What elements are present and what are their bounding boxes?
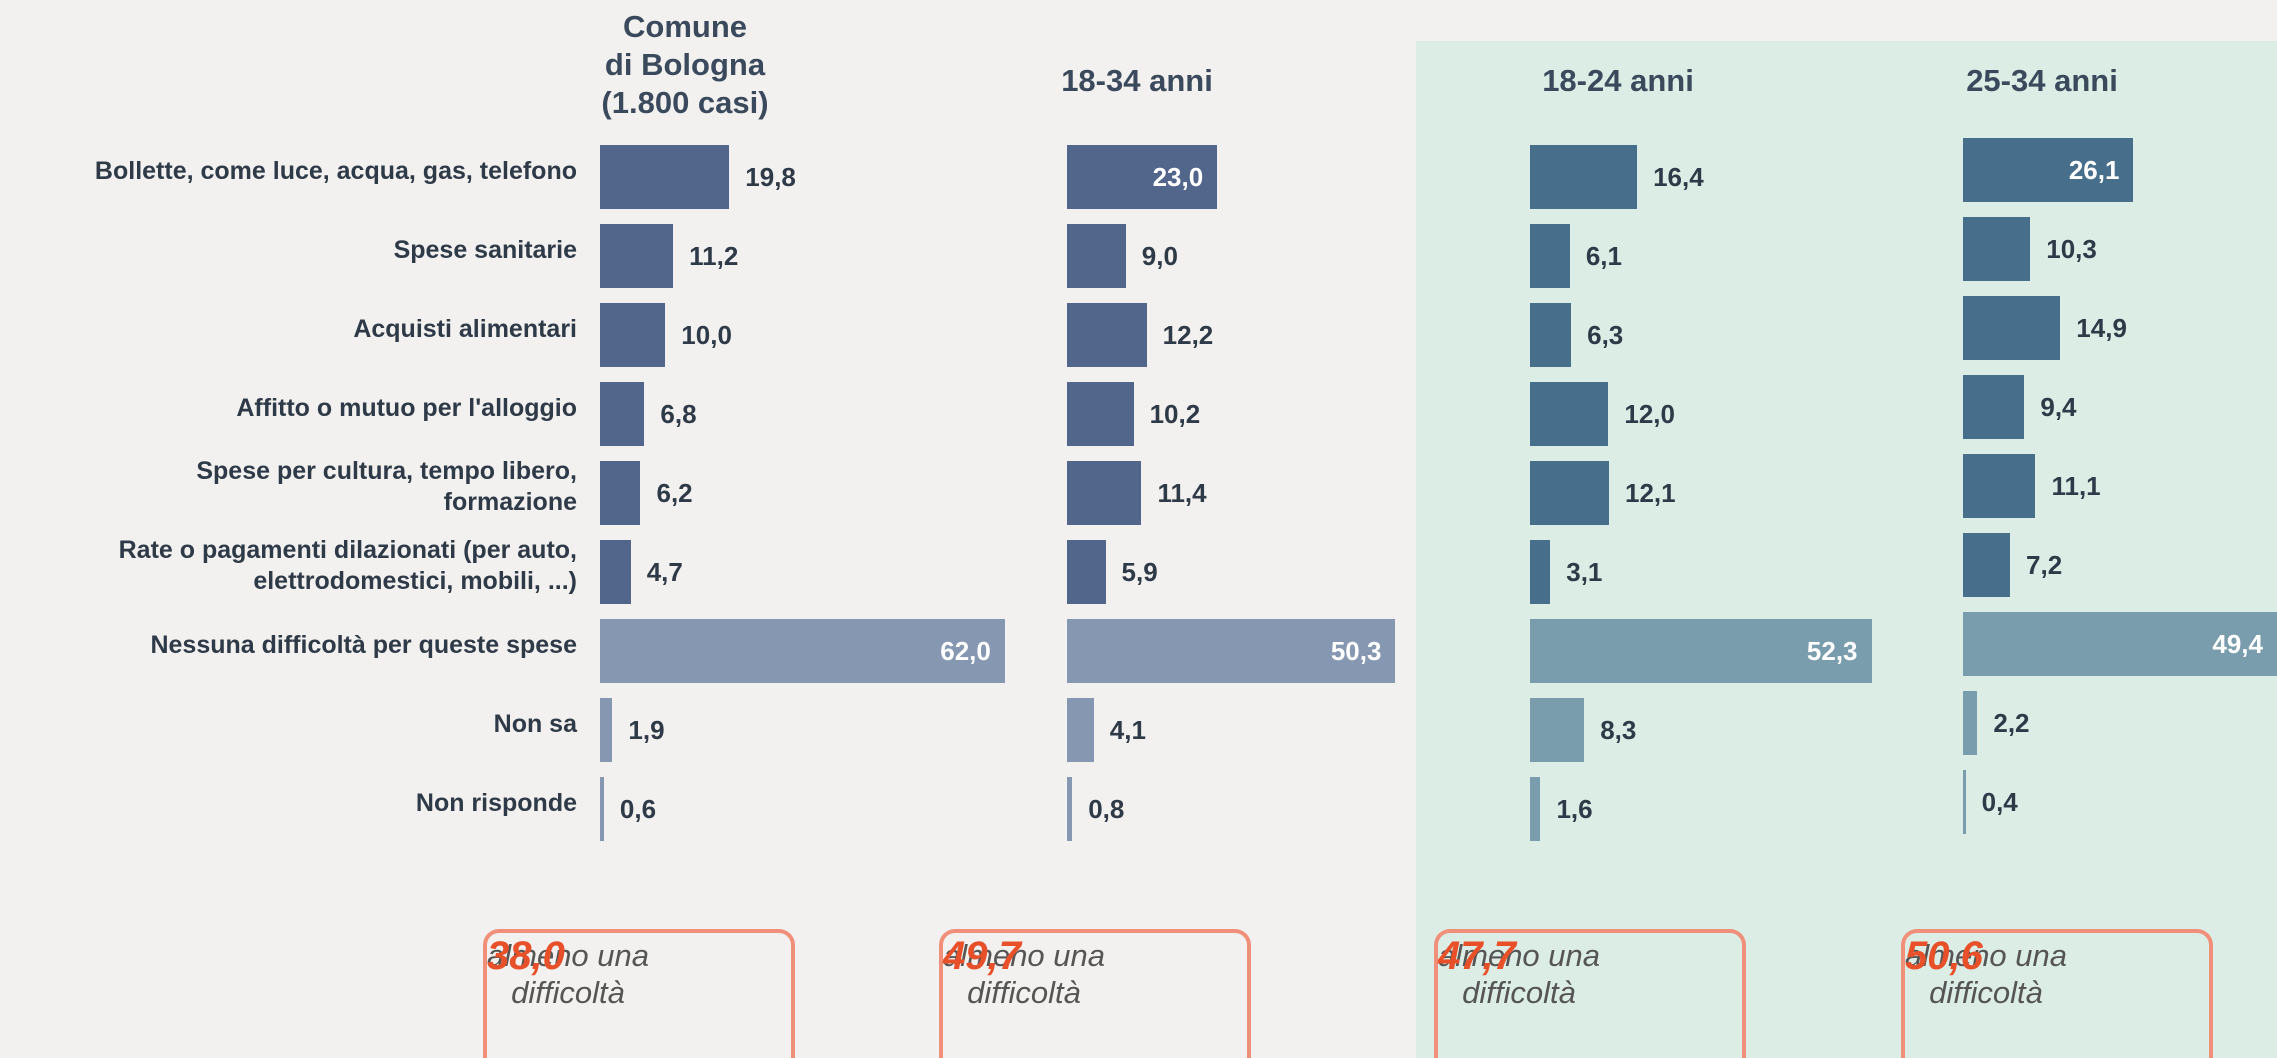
bar [1963,770,1966,834]
value-label: 16,4 [1653,162,1704,192]
bar [1530,698,1585,762]
summary-text: almeno una difficoltà [1905,938,2068,1010]
bar [1067,777,1073,841]
value-label: 19,8 [745,162,796,192]
bar [600,382,645,446]
category-label: Spese per cultura, tempo libero, formazi… [196,457,577,516]
summary-text: almeno una difficoltà [943,938,1106,1010]
category-label: Nessuna difficoltà per queste spese [150,630,577,659]
bar [1067,698,1094,762]
value-label: 11,1 [2051,471,2101,501]
panel-title: 25-34 anni [1966,63,2118,98]
bar [1067,619,1396,683]
value-label: 14,9 [2076,313,2127,343]
bar [1530,540,1551,604]
bar [600,145,730,209]
value-label: 49,4 [2212,629,2263,659]
summary-box: almeno una difficoltà 50,6 [1901,929,2213,1058]
value-label: 26,1 [2068,155,2120,185]
bar [600,540,631,604]
summary-value: 49,7 [943,934,1021,978]
bar [1963,375,2025,439]
category-label: Affitto o mutuo per l'alloggio [236,393,577,422]
summary-box: almeno una difficoltà 38,0 [483,929,795,1058]
value-label: 62,0 [940,636,991,666]
category-label: Rate o pagamenti dilazionati (per auto, … [118,536,577,595]
bar [1530,145,1638,209]
value-label: 0,6 [619,794,657,824]
category-label: Non risponde [415,788,577,817]
bar [1963,533,2011,597]
value-label: 6,8 [660,399,697,429]
value-label: 52,3 [1806,636,1858,666]
bar [1963,217,2031,281]
value-label: 11,2 [689,241,739,271]
summary-text: almeno una difficoltà [487,938,650,1010]
bar [1530,619,1872,683]
bar [1530,303,1572,367]
value-label: 3,1 [1566,557,1603,587]
panel-title: Comune di Bologna (1.800 casi) [601,9,769,120]
value-label: 0,8 [1088,794,1125,824]
value-label: 10,3 [2046,234,2097,264]
value-label: 10,2 [1149,399,1201,429]
highlight-background [1416,41,2277,1058]
summary-text: almeno una difficoltà [1438,938,1601,1010]
bar [600,698,613,762]
bar [1963,454,2036,518]
bar [1530,777,1541,841]
value-label: 8,3 [1600,715,1637,745]
bar [1530,461,1609,525]
bar [1067,303,1147,367]
value-label: 1,6 [1556,794,1593,824]
value-label: 10,0 [681,320,732,350]
bar [1530,224,1570,288]
bar [1067,461,1142,525]
bar [1963,138,2134,202]
value-label: 12,1 [1625,478,1676,508]
value-label: 23,0 [1152,162,1204,192]
bar [1067,145,1218,209]
value-label: 5,9 [1121,557,1158,587]
value-label: 12,2 [1162,320,1214,350]
value-label: 2,2 [1993,708,2030,738]
bar [600,224,674,288]
value-label: 7,2 [2026,550,2063,580]
value-label: 0,4 [1981,787,2018,817]
category-label: Non sa [493,709,577,738]
value-label: 4,7 [646,557,683,587]
value-label: 9,4 [2040,392,2077,422]
bar [1963,612,2277,676]
value-label: 4,1 [1109,715,1146,745]
bar [600,619,1005,683]
bar [600,777,604,841]
bar [600,303,666,367]
value-label: 6,3 [1587,320,1624,350]
category-label: Bollette, come luce, acqua, gas, telefon… [94,156,577,185]
value-label: 9,0 [1141,241,1178,271]
value-label: 50,3 [1330,636,1382,666]
category-label: Spese sanitarie [393,235,577,264]
panel-title: 18-24 anni [1542,63,1694,98]
summary-box: almeno una difficoltà 47,7 [1434,929,1746,1058]
bar [1963,691,1978,755]
value-label: 12,0 [1624,399,1675,429]
summary-value: 47,7 [1438,934,1516,978]
panel-title: 18-34 anni [1061,63,1213,98]
bar [1067,224,1126,288]
value-label: 1,9 [628,715,665,745]
summary-box: almeno una difficoltà 49,7 [939,929,1251,1058]
value-label: 11,4 [1157,478,1207,508]
value-label: 6,1 [1585,241,1622,271]
bar [1067,540,1106,604]
category-label: Acquisti alimentari [353,314,577,343]
value-label: 6,2 [656,478,693,508]
summary-value: 50,6 [1905,934,1983,978]
summary-value: 38,0 [487,934,565,978]
bar [1530,382,1609,446]
bar [1963,296,2061,360]
bar [1067,382,1134,446]
bar [600,461,641,525]
